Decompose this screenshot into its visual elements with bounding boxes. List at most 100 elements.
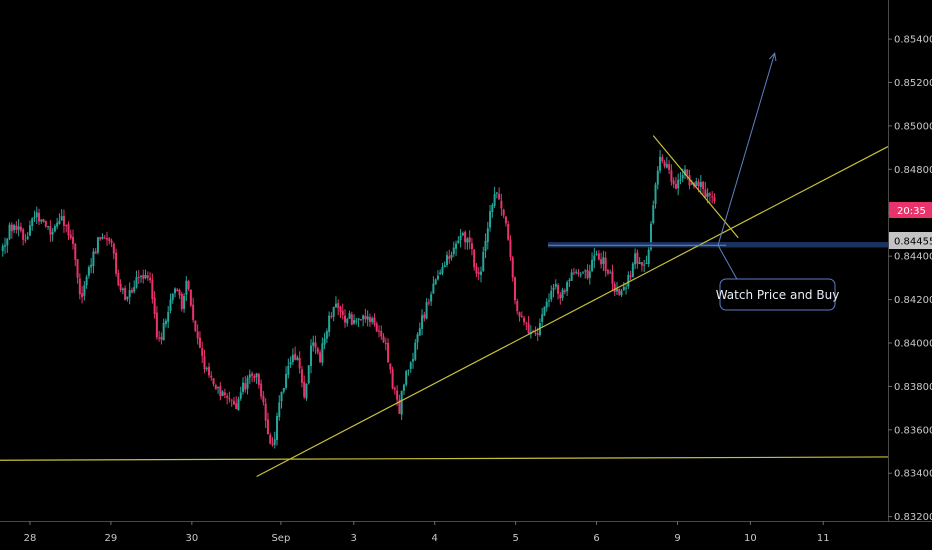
candle-body: [706, 193, 709, 197]
candle-body: [24, 239, 27, 241]
time-tick-label: 30: [185, 533, 198, 544]
candle-body: [334, 303, 337, 308]
candle-body: [19, 226, 22, 231]
candle-body: [450, 254, 453, 258]
candle-body: [704, 189, 707, 198]
candle-body: [407, 369, 410, 371]
candle-body: [330, 316, 333, 318]
candle-body: [579, 274, 582, 276]
candle-body: [373, 317, 376, 325]
candle-body: [695, 181, 698, 186]
candle-body: [482, 251, 485, 271]
candle-body: [654, 184, 657, 205]
candle-body: [697, 181, 700, 187]
candle-body: [253, 376, 256, 379]
candle-body: [67, 224, 70, 236]
candle-body: [344, 315, 347, 323]
candle-body: [325, 331, 328, 339]
candle-body: [495, 192, 498, 194]
candle-body: [600, 259, 603, 265]
candle-body: [468, 237, 471, 243]
candle-body: [371, 318, 374, 323]
candle-body: [210, 375, 213, 378]
time-tick-label: 11: [817, 533, 830, 544]
candle-body: [561, 289, 564, 298]
candle-body: [296, 357, 299, 360]
candle-body: [208, 367, 211, 376]
candle-body: [518, 312, 521, 317]
candle-body: [663, 161, 666, 167]
candle-body: [439, 272, 442, 275]
candle-body: [593, 255, 596, 261]
price-tick-label: 0.85400: [894, 35, 932, 46]
horizontal-support-line[interactable]: [0, 456, 889, 461]
candle-body: [35, 212, 38, 218]
candle-body: [348, 313, 351, 319]
candle-body: [649, 223, 652, 250]
candle-body: [523, 317, 526, 323]
candle-body: [486, 228, 489, 243]
candle-body: [264, 403, 267, 421]
candles-layer: [1, 150, 716, 449]
time-axis[interactable]: 28 29 30 Sep 3 4 5 6 9 10 11: [24, 521, 830, 544]
candle-body: [368, 317, 371, 322]
candle-body: [430, 294, 433, 302]
candle-body: [294, 353, 297, 360]
candle-body: [251, 373, 254, 376]
candle-body: [708, 193, 711, 196]
rising-trendline[interactable]: [256, 145, 889, 478]
candle-body: [130, 290, 133, 293]
candle-body: [115, 252, 118, 274]
candle-body: [1, 245, 4, 252]
projection-arrow-line[interactable]: [717, 53, 776, 246]
candle-body: [677, 179, 680, 189]
candle-body: [289, 362, 292, 365]
candle-body: [219, 386, 222, 397]
candle-body: [457, 240, 460, 244]
candle-body: [509, 239, 512, 258]
time-tick-label: 5: [512, 533, 518, 544]
candle-body: [362, 315, 365, 320]
candle-body: [609, 272, 612, 274]
candle-body: [595, 253, 598, 255]
candle-body: [636, 252, 639, 264]
candle-body: [380, 330, 383, 337]
candle-body: [652, 205, 655, 224]
candle-body: [534, 332, 537, 334]
candle-body: [625, 287, 628, 289]
candle-body: [375, 323, 378, 332]
candle-body: [541, 314, 544, 322]
candle-body: [278, 402, 281, 418]
candle-body: [547, 300, 550, 302]
candle-body: [402, 384, 405, 391]
candle-body: [359, 319, 362, 321]
falling-trendline[interactable]: [652, 135, 739, 239]
candle-body: [602, 257, 605, 264]
candle-body: [443, 265, 446, 267]
candle-body: [51, 231, 54, 235]
candle-body: [38, 212, 41, 222]
candle-body: [153, 297, 156, 314]
candle-body: [554, 284, 557, 287]
candle-body: [511, 257, 514, 278]
candle-body: [683, 169, 686, 176]
candle-body: [319, 352, 322, 363]
candle-body: [441, 267, 444, 274]
candle-body: [421, 315, 424, 329]
candle-body: [112, 243, 115, 254]
candle-body: [303, 382, 306, 398]
candle-body: [178, 289, 181, 296]
candle-body: [58, 220, 61, 224]
candle-body: [597, 253, 600, 260]
candle-body: [668, 164, 671, 170]
candle-body: [276, 416, 279, 440]
candle-body: [49, 226, 52, 235]
annotation-box[interactable]: [719, 278, 836, 311]
candle-body: [611, 271, 614, 284]
annotation-callout[interactable]: Watch Price and Buy: [716, 278, 840, 311]
countdown-tag: [889, 202, 932, 218]
candle-body: [500, 200, 503, 209]
candle-body: [661, 157, 664, 162]
